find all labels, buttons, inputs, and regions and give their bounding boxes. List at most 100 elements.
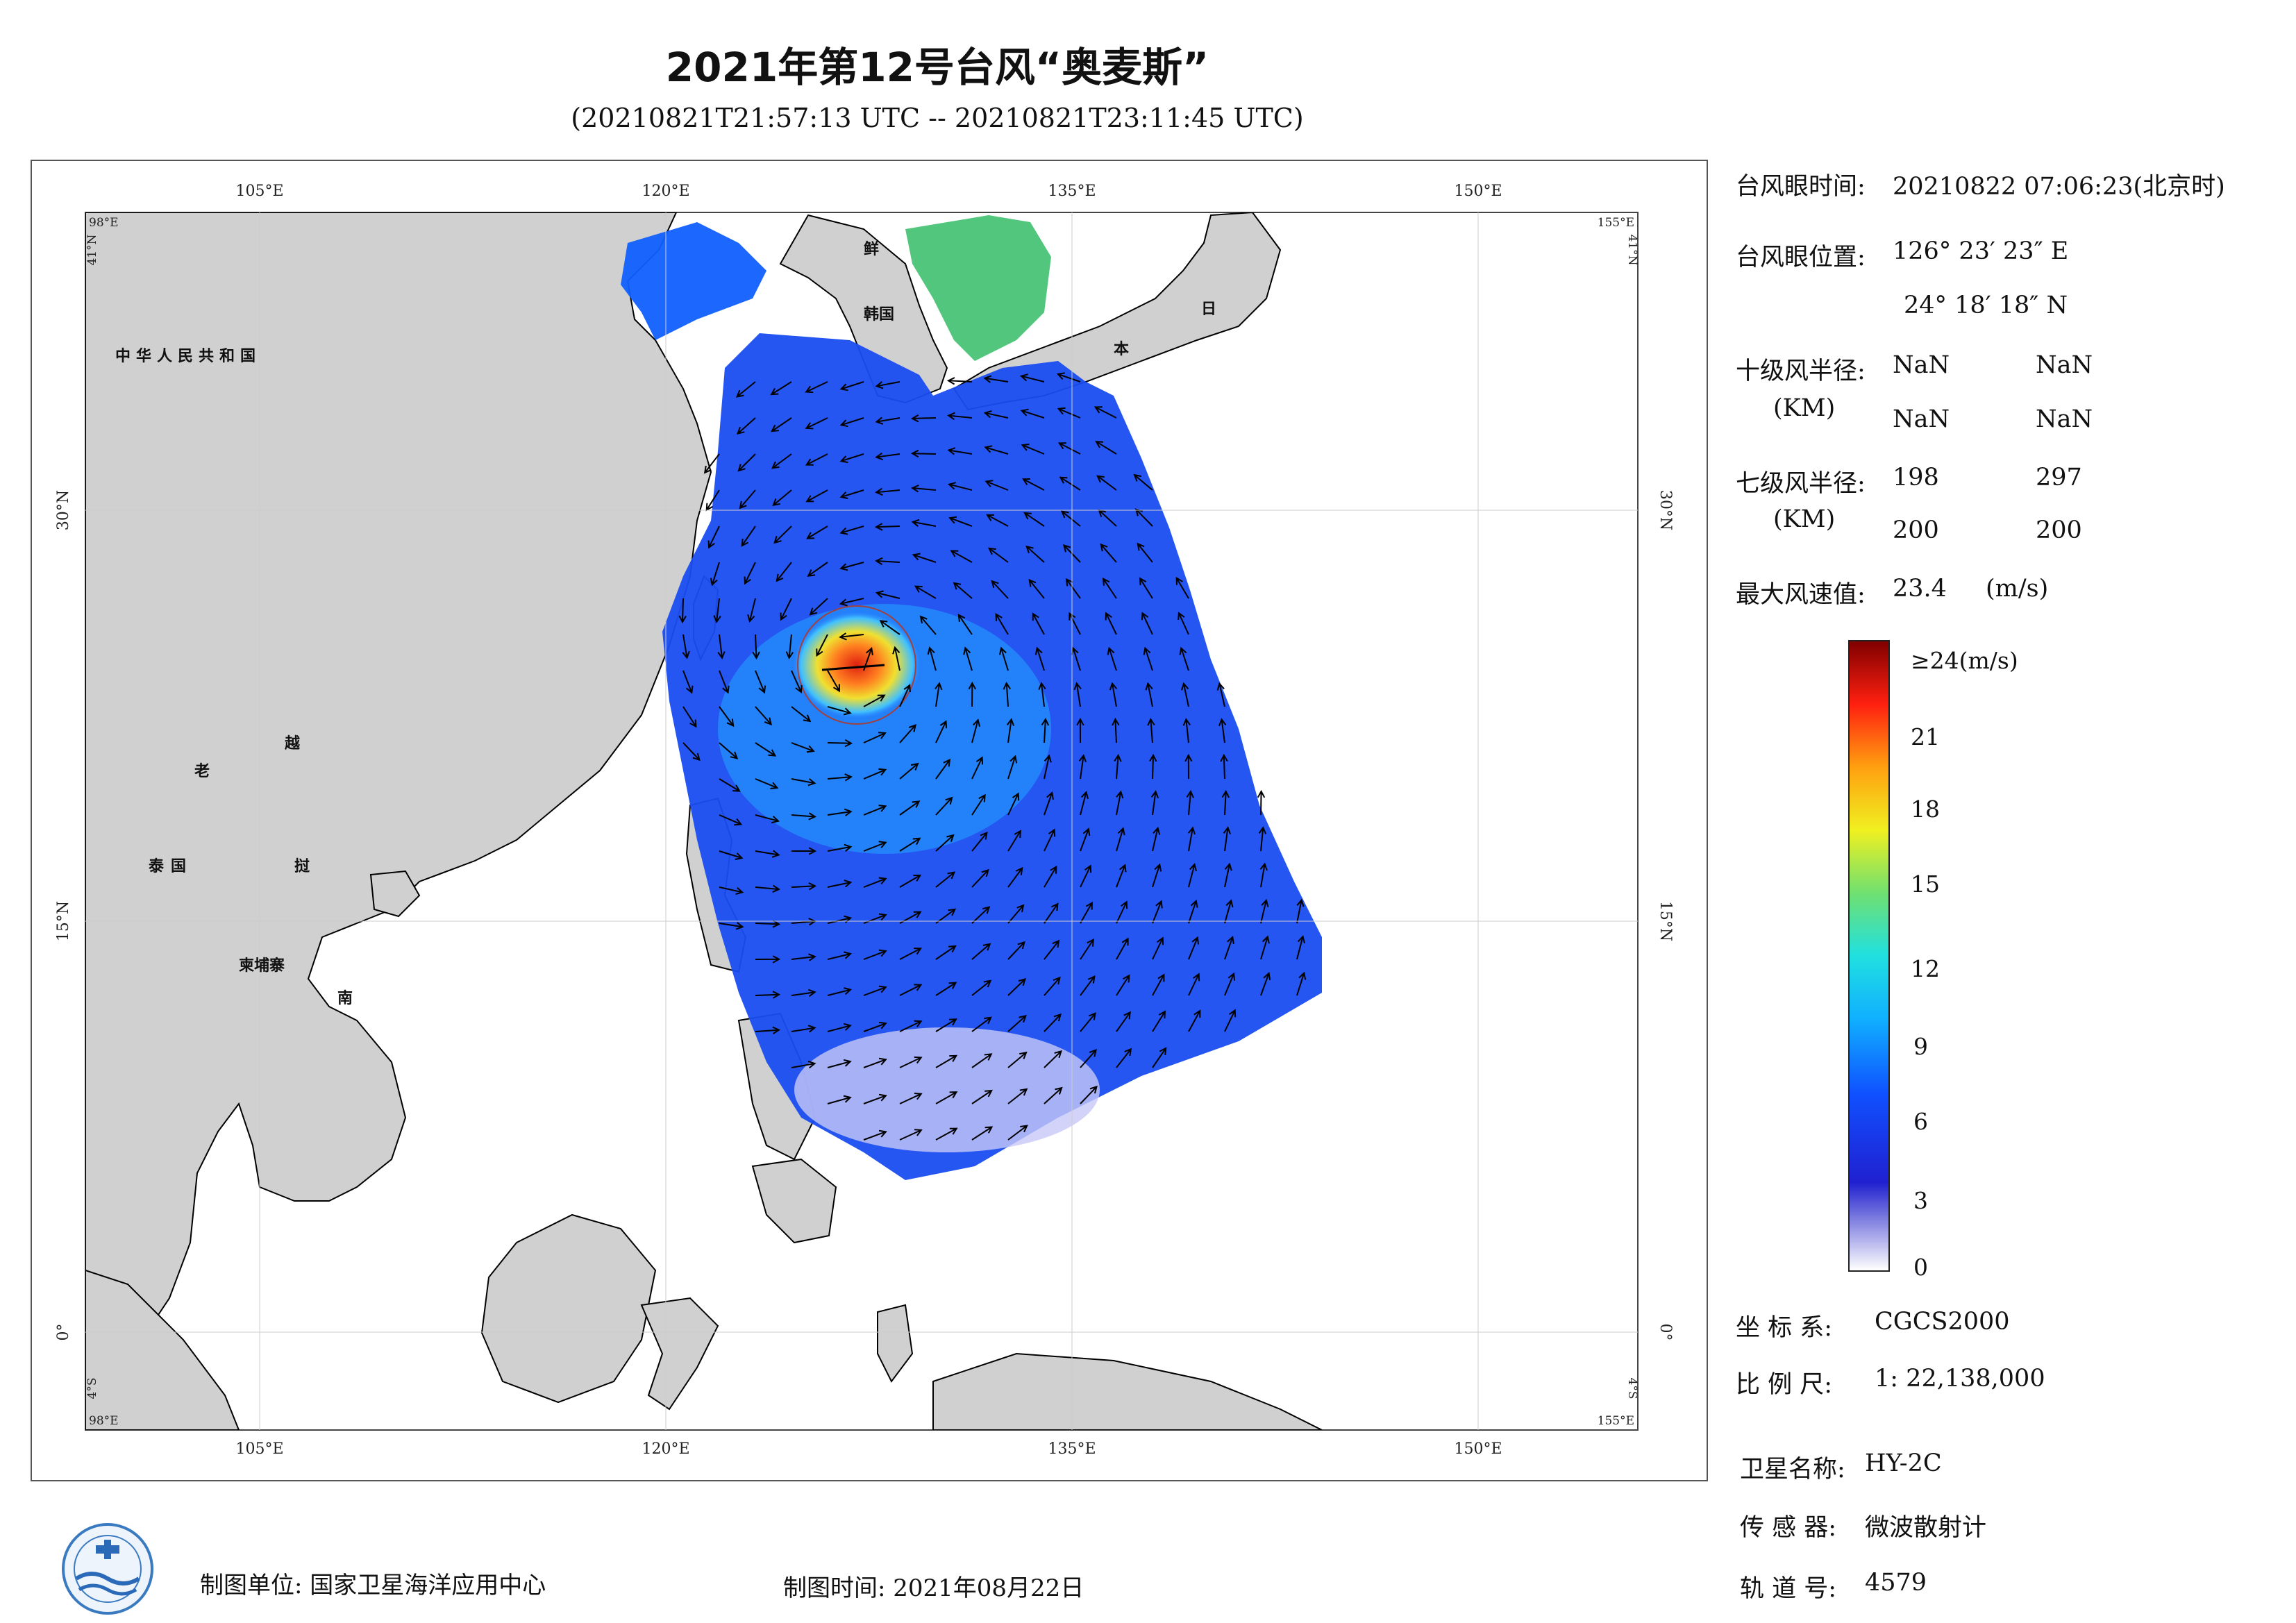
wind-arrow [710,562,720,587]
wind-arrow [827,808,853,816]
wind-arrow [1296,935,1305,960]
wind-arrow [1221,789,1230,816]
wind-arrow [703,453,720,474]
wind-arrow [999,646,1009,671]
eye-position-label: 台风眼位置: [1736,244,1866,271]
wind-arrow [863,877,887,888]
wind-arrow [919,615,937,635]
wind-arrow [1116,1011,1131,1032]
wind-arrow [1145,682,1153,707]
wind-speed-colorbar [1848,640,1890,1272]
land-sumatra-malaya [85,1269,240,1430]
wind-arrow [719,814,743,826]
wind-arrow [1059,476,1081,491]
colorbar-tick-12: 12 [1911,955,1940,982]
wind-arrow [1258,826,1267,852]
corner-tl-lat: 41°N [85,234,99,265]
wind-arrow [827,773,853,782]
wind-arrow [737,417,756,435]
wind-arrow [1078,754,1087,780]
wind-arrow [1025,545,1045,563]
wind-arrow [875,487,900,496]
land-sulawesi [640,1297,719,1411]
wind-arrow [863,1129,887,1141]
label-cambodia: 柬埔寨 [239,957,285,975]
wind-arrow [1186,790,1194,816]
wind-arrow [1257,789,1266,816]
wind-arrow [1065,578,1081,599]
wind-arrow [1080,864,1092,888]
wind-arrow [1152,826,1161,852]
wind-arrow [1007,1088,1028,1104]
wind-arrow [935,720,948,743]
wind-arrow [1223,826,1232,852]
wind-arrow [739,489,756,510]
wind-arrow [1032,612,1045,635]
wind-arrow [1175,576,1189,599]
wind-arrow [839,489,864,499]
wind-arrow [935,1127,958,1141]
wind-arrow [1224,935,1234,960]
wind-arrow [863,1021,887,1032]
wind-arrow [1133,473,1153,491]
wind-arrow [1116,937,1129,960]
wind-arrow [755,814,780,824]
wind-arrow [1152,936,1164,960]
wind-arrow [899,724,916,743]
satellite-label: 卫星名称: [1740,1456,1845,1483]
wind-arrow [1260,935,1270,960]
colorbar-tick-0: 0 [1913,1254,1928,1281]
land-asia-mainland [85,212,712,1383]
wind-arrow [1080,901,1093,924]
lon-tick-top-150: 150°E [1454,183,1502,200]
wind-arrow [1044,1050,1062,1068]
wind-arrow [983,410,1009,419]
wind-arrow [1139,577,1153,599]
r10-value-sw: NaN [1893,405,1950,433]
lat-tick-right-15: 15°N [1657,901,1674,941]
max-wind-label: 最大风速值: [1736,581,1866,609]
wind-arrow [1007,1125,1028,1141]
wind-arrow [899,1020,923,1032]
wind-arrow [988,547,1009,563]
wind-arrow [791,1025,816,1033]
wind-arrow [1076,717,1084,743]
wind-arrow [839,632,864,641]
wind-arrow [935,871,956,888]
r10-label: 十级风半径: [1736,358,1866,385]
wind-arrow [935,682,943,707]
wind-arrow [968,681,976,707]
wind-arrow [1224,862,1232,888]
sensor-label: 传 感 器: [1740,1514,1837,1542]
wind-arrow [935,796,953,816]
orbit-value: 4579 [1865,1569,1927,1597]
wind-arrow [1007,904,1025,924]
wind-arrow [791,742,815,753]
r7-value-nw: 200 [2036,516,2082,544]
wind-arrow [755,706,772,725]
wind-arrow [991,580,1009,599]
wind-arrow [1149,753,1157,780]
wind-arrow [747,598,756,623]
scale-label: 比 例 尺: [1736,1371,1833,1399]
label-japan-2: 本 [1114,341,1129,358]
corner-bl-lon: 98°E [89,1414,119,1428]
wind-arrow [1057,442,1081,455]
wind-arrow [1022,478,1045,491]
wind-arrow [892,646,900,671]
wind-arrow [1116,827,1125,852]
wind-arrow [1044,754,1052,780]
wind-arrow [957,614,973,635]
wind-arrow [863,646,873,671]
wind-arrow [805,417,828,430]
wind-arrow [1182,718,1191,743]
r7-value-sw: 200 [1893,516,1939,544]
wind-arrow [827,739,853,748]
wind-arrow [971,868,989,888]
wind-arrow [1102,577,1117,599]
wind-arrow [935,982,957,996]
wind-arrow [827,1059,852,1068]
wind-arrow [863,913,887,924]
label-korea-north: 鲜 [864,241,879,258]
wind-arrow [827,1023,852,1032]
